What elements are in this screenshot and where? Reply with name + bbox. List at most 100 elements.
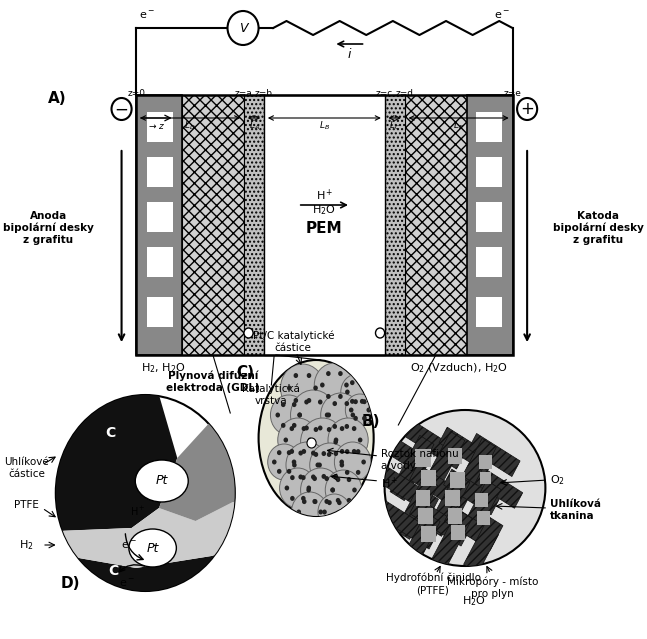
Circle shape xyxy=(340,463,344,468)
Circle shape xyxy=(314,452,318,457)
Text: $i$: $i$ xyxy=(347,47,353,61)
Circle shape xyxy=(268,444,301,480)
Circle shape xyxy=(306,488,311,493)
Circle shape xyxy=(322,474,326,479)
Circle shape xyxy=(324,476,329,481)
Circle shape xyxy=(294,398,298,403)
Circle shape xyxy=(313,499,317,504)
Bar xyxy=(264,95,384,355)
Circle shape xyxy=(281,402,285,407)
Bar xyxy=(147,297,173,327)
Polygon shape xyxy=(430,509,472,571)
Circle shape xyxy=(111,98,131,120)
Polygon shape xyxy=(405,421,465,469)
Text: Katalytická
vrstva: Katalytická vrstva xyxy=(243,384,300,406)
Bar xyxy=(421,526,436,542)
Circle shape xyxy=(342,509,347,514)
Circle shape xyxy=(272,459,276,465)
Bar xyxy=(136,95,182,355)
Circle shape xyxy=(316,463,320,468)
Circle shape xyxy=(349,408,353,413)
Polygon shape xyxy=(460,481,501,539)
Circle shape xyxy=(334,451,338,456)
Polygon shape xyxy=(444,469,499,515)
Ellipse shape xyxy=(135,460,188,502)
Bar xyxy=(384,95,405,355)
Circle shape xyxy=(327,427,331,432)
Bar xyxy=(415,449,431,467)
Circle shape xyxy=(337,519,342,524)
Circle shape xyxy=(350,399,355,404)
Circle shape xyxy=(345,401,349,406)
Circle shape xyxy=(307,373,311,378)
Bar xyxy=(445,490,459,506)
Circle shape xyxy=(351,413,355,417)
Bar xyxy=(147,157,173,187)
Circle shape xyxy=(340,449,344,454)
Polygon shape xyxy=(377,465,439,515)
Bar xyxy=(182,95,244,355)
Circle shape xyxy=(353,399,358,404)
Text: O$_2$: O$_2$ xyxy=(550,473,565,487)
Circle shape xyxy=(321,393,361,437)
Bar xyxy=(415,490,430,506)
Circle shape xyxy=(322,509,327,514)
Text: PTFE: PTFE xyxy=(14,500,39,510)
Text: e$^-$: e$^-$ xyxy=(494,10,510,20)
Polygon shape xyxy=(444,505,498,550)
Circle shape xyxy=(333,424,337,429)
Polygon shape xyxy=(439,427,495,473)
Text: D): D) xyxy=(60,576,80,590)
Text: O$_2$ (Vzduch), H$_2$O: O$_2$ (Vzduch), H$_2$O xyxy=(410,361,508,375)
Text: $+$: $+$ xyxy=(520,100,534,118)
Circle shape xyxy=(287,385,292,390)
Polygon shape xyxy=(56,395,177,531)
Circle shape xyxy=(301,475,305,480)
Text: Katoda
bipolární desky
z grafitu: Katoda bipolární desky z grafitu xyxy=(553,211,644,245)
Circle shape xyxy=(352,449,356,454)
Polygon shape xyxy=(56,501,235,568)
Bar xyxy=(476,297,501,327)
Circle shape xyxy=(318,399,322,404)
Circle shape xyxy=(345,424,349,429)
Circle shape xyxy=(341,374,374,410)
Text: C: C xyxy=(108,564,118,578)
Bar xyxy=(477,511,490,525)
Circle shape xyxy=(318,494,351,530)
Bar xyxy=(479,472,490,484)
Circle shape xyxy=(327,519,332,524)
Circle shape xyxy=(324,499,329,504)
Circle shape xyxy=(302,449,306,454)
Circle shape xyxy=(228,11,259,45)
Circle shape xyxy=(301,496,305,501)
Polygon shape xyxy=(423,431,465,493)
Circle shape xyxy=(358,438,362,442)
Text: C): C) xyxy=(236,364,254,380)
Polygon shape xyxy=(455,438,496,498)
Bar xyxy=(419,508,433,524)
Circle shape xyxy=(326,394,331,399)
Circle shape xyxy=(347,498,351,503)
Polygon shape xyxy=(475,468,523,508)
Circle shape xyxy=(292,423,296,428)
Bar xyxy=(147,112,173,142)
Circle shape xyxy=(337,500,342,505)
Circle shape xyxy=(290,449,294,454)
Circle shape xyxy=(352,426,356,431)
Circle shape xyxy=(333,401,337,406)
Circle shape xyxy=(292,463,297,468)
Circle shape xyxy=(304,426,309,431)
Text: e$^-$: e$^-$ xyxy=(119,578,135,589)
Circle shape xyxy=(313,476,317,481)
Circle shape xyxy=(298,450,303,456)
Circle shape xyxy=(353,416,358,421)
Circle shape xyxy=(340,426,344,431)
Circle shape xyxy=(301,468,341,512)
Polygon shape xyxy=(410,464,469,512)
Polygon shape xyxy=(390,435,434,500)
Text: Roztok nafionu
a vody: Roztok nafionu a vody xyxy=(381,449,459,471)
Circle shape xyxy=(356,449,360,454)
Text: V: V xyxy=(239,22,247,35)
Circle shape xyxy=(281,423,285,428)
Polygon shape xyxy=(410,498,469,546)
